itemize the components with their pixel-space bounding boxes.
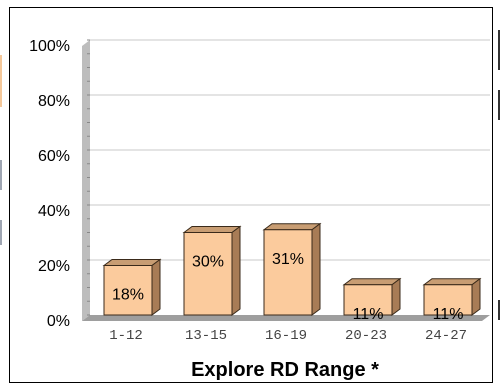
x-axis-title: Explore RD Range * (191, 359, 379, 381)
bar-front-face (423, 284, 473, 316)
bar-top-face (262, 223, 322, 231)
bar-front-face (343, 284, 393, 316)
x-tick-label: 20-23 (345, 328, 387, 344)
bar-16-19 (262, 222, 322, 316)
bar-data-label: 31% (272, 251, 304, 268)
bar-1-12 (102, 258, 162, 316)
bar-side-face (391, 277, 401, 316)
bar-side-face (311, 222, 321, 316)
y-tick-label: 40% (38, 203, 70, 220)
bar-data-label: 11% (433, 306, 464, 323)
bar-front-face (183, 232, 233, 316)
bar-chart: 0% 20% 40% 60% 80% 100% 18% 1-12 30% 13-15 31% 16-1… (29, 38, 490, 381)
y-tick-label: 80% (38, 93, 70, 110)
bar-top-face (422, 278, 482, 286)
bar-top-face (182, 226, 242, 233)
bar-24-27 (422, 277, 482, 316)
bar-side-face (151, 258, 161, 316)
left-edge-strip (0, 0, 9, 387)
right-strip-mark (498, 300, 500, 320)
right-strip-mark (498, 30, 500, 70)
bar-top-face (342, 278, 402, 286)
y-tick-label: 20% (38, 258, 70, 275)
chart-frame: 0% 20% 40% 60% 80% 100% 18% 1-12 30% 13-15 31% 16-1… (9, 7, 493, 383)
x-tick-label: 13-15 (185, 328, 227, 344)
right-strip-mark (498, 90, 500, 120)
bar-top-face (102, 259, 162, 266)
bar-side-face (471, 277, 481, 316)
y-tick-label: 60% (38, 148, 70, 165)
bar-side-face (231, 225, 241, 316)
bar-front-face (103, 265, 153, 316)
left-strip-mark-orange (0, 55, 2, 107)
x-tick-label: 16-19 (265, 328, 307, 344)
left-strip-mark-gray (0, 160, 2, 190)
bar-13-15 (182, 225, 242, 316)
bar-data-label: 11% (353, 306, 384, 323)
bar-data-label: 30% (192, 254, 224, 271)
y-tick-label: 100% (29, 38, 70, 55)
y-tick-label: 0% (47, 313, 70, 330)
right-edge-strip (495, 0, 502, 387)
x-tick-label: 1-12 (109, 328, 143, 344)
chart-left-wall (82, 40, 90, 321)
bar-data-label: 18% (112, 287, 144, 304)
bar-front-face (263, 229, 313, 316)
x-tick-label: 24-27 (425, 328, 467, 344)
chart-floor (82, 315, 490, 321)
left-strip-mark-gray (0, 220, 2, 245)
bar-20-23 (342, 277, 402, 316)
